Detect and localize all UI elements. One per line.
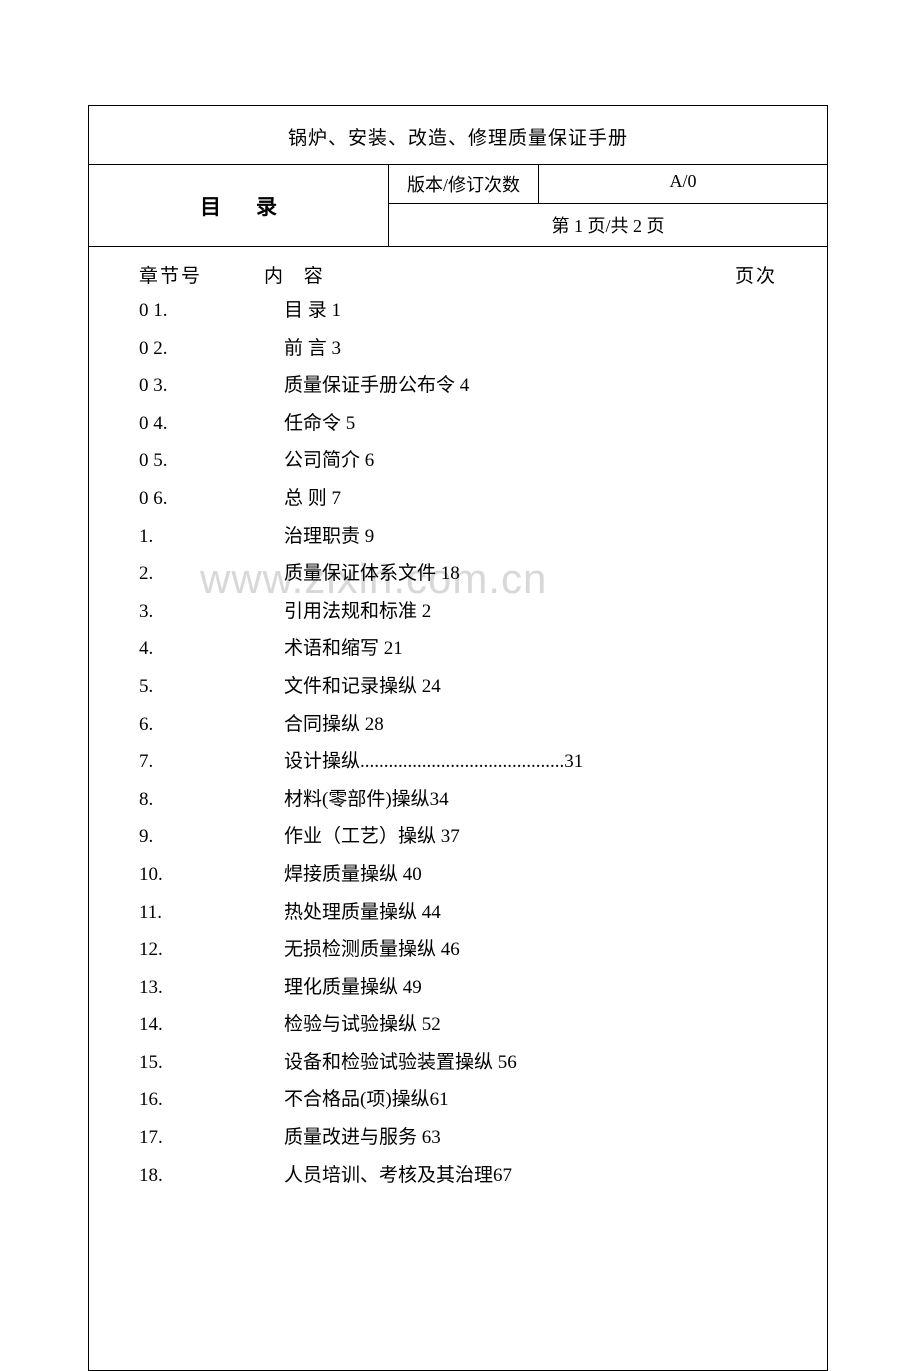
toc-row: 8.材料(零部件)操纵34: [139, 787, 777, 814]
toc-content-text: 无损检测质量操纵 46: [284, 937, 777, 964]
toc-content-text: 设备和检验试验装置操纵 56: [284, 1050, 777, 1077]
toc-row: 2.质量保证体系文件 18: [139, 561, 777, 588]
toc-row: 12.无损检测质量操纵 46: [139, 937, 777, 964]
toc-chapter-number: 0 5.: [139, 448, 284, 475]
toc-row: 0 3.质量保证手册公布令 4: [139, 373, 777, 400]
toc-chapter-number: 11.: [139, 900, 284, 927]
toc-row: 1.治理职责 9: [139, 524, 777, 551]
document-frame: 锅炉、安装、改造、修理质量保证手册 目录 版本/修订次数 A/0 第 1 页/共…: [88, 105, 828, 1371]
document-title: 锅炉、安装、改造、修理质量保证手册: [89, 106, 827, 165]
version-row: 版本/修订次数 A/0: [389, 165, 827, 204]
toc-content-text: 目 录 1: [284, 298, 777, 325]
toc-content-text: 质量保证体系文件 18: [284, 561, 777, 588]
toc-content-text: 人员培训、考核及其治理67: [284, 1163, 777, 1190]
toc-chapter-number: 14.: [139, 1012, 284, 1039]
toc-content-text: 文件和记录操纵 24: [284, 674, 777, 701]
toc-header-chapter: 章节号: [139, 261, 264, 288]
toc-content-text: 焊接质量操纵 40: [284, 862, 777, 889]
toc-content-text: 总 则 7: [284, 486, 777, 513]
version-value: A/0: [539, 165, 827, 203]
toc-row: 10.焊接质量操纵 40: [139, 862, 777, 889]
toc-chapter-number: 12.: [139, 937, 284, 964]
toc-chapter-number: 0 6.: [139, 486, 284, 513]
toc-content-text: 术语和缩写 21: [284, 636, 777, 663]
toc-chapter-number: 18.: [139, 1163, 284, 1190]
toc-content-text: 前 言 3: [284, 336, 777, 363]
toc-rows-container: 0 1.目 录 10 2.前 言 30 3.质量保证手册公布令 40 4.任命令…: [139, 298, 777, 1189]
toc-content-text: 公司简介 6: [284, 448, 777, 475]
toc-content-area: 章节号 内 容 页次 0 1.目 录 10 2.前 言 30 3.质量保证手册公…: [89, 247, 827, 1370]
toc-chapter-number: 0 2.: [139, 336, 284, 363]
toc-row: 3.引用法规和标准 2: [139, 599, 777, 626]
toc-chapter-number: 15.: [139, 1050, 284, 1077]
toc-row: 0 1.目 录 1: [139, 298, 777, 325]
toc-row: 7.设计操纵..................................…: [139, 749, 777, 776]
version-label: 版本/修订次数: [389, 165, 539, 203]
toc-content-text: 设计操纵....................................…: [284, 749, 777, 776]
toc-content-text: 作业（工艺）操纵 37: [284, 824, 777, 851]
toc-content-text: 检验与试验操纵 52: [284, 1012, 777, 1039]
toc-label: 目录: [89, 165, 389, 246]
toc-header-content: 内 容: [264, 261, 717, 288]
toc-chapter-number: 2.: [139, 561, 284, 588]
toc-content-text: 质量改进与服务 63: [284, 1125, 777, 1152]
toc-chapter-number: 8.: [139, 787, 284, 814]
header-right: 版本/修订次数 A/0 第 1 页/共 2 页: [389, 165, 827, 246]
toc-chapter-number: 4.: [139, 636, 284, 663]
toc-chapter-number: 5.: [139, 674, 284, 701]
toc-header-row: 章节号 内 容 页次: [139, 261, 777, 288]
header-row: 目录 版本/修订次数 A/0 第 1 页/共 2 页: [89, 165, 827, 247]
toc-chapter-number: 10.: [139, 862, 284, 889]
toc-chapter-number: 6.: [139, 712, 284, 739]
toc-row: 13.理化质量操纵 49: [139, 975, 777, 1002]
toc-row: 17.质量改进与服务 63: [139, 1125, 777, 1152]
toc-row: 0 2.前 言 3: [139, 336, 777, 363]
toc-content-text: 任命令 5: [284, 411, 777, 438]
toc-row: 4.术语和缩写 21: [139, 636, 777, 663]
toc-chapter-number: 0 1.: [139, 298, 284, 325]
toc-row: 9.作业（工艺）操纵 37: [139, 824, 777, 851]
toc-content-text: 理化质量操纵 49: [284, 975, 777, 1002]
toc-chapter-number: 0 4.: [139, 411, 284, 438]
toc-row: 16.不合格品(项)操纵61: [139, 1087, 777, 1114]
toc-content-text: 引用法规和标准 2: [284, 599, 777, 626]
toc-chapter-number: 7.: [139, 749, 284, 776]
toc-content-text: 质量保证手册公布令 4: [284, 373, 777, 400]
page-info: 第 1 页/共 2 页: [389, 204, 827, 246]
toc-row: 0 5.公司简介 6: [139, 448, 777, 475]
toc-chapter-number: 0 3.: [139, 373, 284, 400]
toc-chapter-number: 3.: [139, 599, 284, 626]
toc-chapter-number: 9.: [139, 824, 284, 851]
toc-row: 14.检验与试验操纵 52: [139, 1012, 777, 1039]
toc-row: 0 4.任命令 5: [139, 411, 777, 438]
toc-content-text: 合同操纵 28: [284, 712, 777, 739]
toc-row: 6.合同操纵 28: [139, 712, 777, 739]
toc-row: 15.设备和检验试验装置操纵 56: [139, 1050, 777, 1077]
toc-row: 11.热处理质量操纵 44: [139, 900, 777, 927]
toc-row: 0 6.总 则 7: [139, 486, 777, 513]
toc-chapter-number: 13.: [139, 975, 284, 1002]
toc-chapter-number: 17.: [139, 1125, 284, 1152]
toc-header-page: 页次: [717, 261, 777, 288]
toc-content-text: 不合格品(项)操纵61: [284, 1087, 777, 1114]
toc-row: 18.人员培训、考核及其治理67: [139, 1163, 777, 1190]
toc-content-text: 材料(零部件)操纵34: [284, 787, 777, 814]
toc-content-text: 热处理质量操纵 44: [284, 900, 777, 927]
toc-row: 5.文件和记录操纵 24: [139, 674, 777, 701]
toc-chapter-number: 16.: [139, 1087, 284, 1114]
toc-chapter-number: 1.: [139, 524, 284, 551]
toc-content-text: 治理职责 9: [284, 524, 777, 551]
